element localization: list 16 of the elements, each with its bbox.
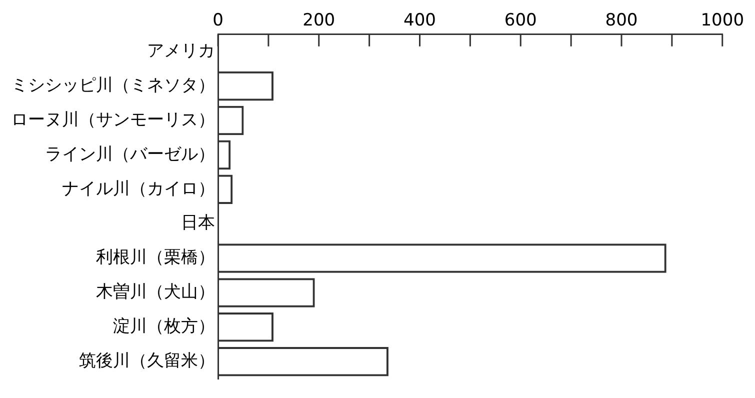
y-tick-label: アメリカ [147, 41, 215, 62]
y-tick-label: 利根川（栗橋） [96, 248, 215, 268]
y-tick-label: 木曽川（犬山） [96, 282, 215, 302]
x-tick-label: 0 [212, 10, 224, 31]
x-tick-label: 200 [302, 10, 336, 31]
x-tick-label: 1000 [700, 10, 744, 31]
x-tick-label: 600 [504, 10, 537, 31]
y-tick-label: ナイル川（カイロ） [62, 178, 215, 199]
y-tick-label: ローヌ川（サンモーリス） [11, 110, 215, 130]
y-tick-label: 筑後川（久留米） [79, 351, 215, 371]
y-tick-label: ミシシッピ川（ミネソタ） [11, 75, 215, 96]
x-tick-label: 400 [404, 10, 436, 31]
x-tick-label: 800 [605, 10, 638, 31]
y-tick-label: ライン川（バーゼル） [45, 144, 215, 164]
y-tick-label: 日本 [181, 213, 215, 234]
y-tick-label: 淀川（枚方） [113, 316, 215, 337]
